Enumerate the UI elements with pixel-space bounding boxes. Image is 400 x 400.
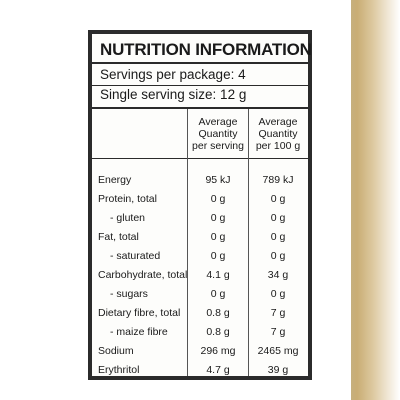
- nutrition-panel: NUTRITION INFORMATION Servings per packa…: [88, 30, 312, 380]
- row-label: - sugars: [110, 288, 148, 300]
- row-value-per-serving: 0 g: [210, 288, 226, 300]
- row-value-per-100g: 0 g: [270, 250, 286, 262]
- row-label: Dietary fibre, total: [98, 307, 181, 319]
- row-value-per-serving: 0 g: [210, 250, 226, 262]
- panel-title: NUTRITION INFORMATION: [100, 40, 312, 59]
- row-label: Fat, total: [98, 231, 139, 243]
- row-value-per-serving: 0 g: [210, 193, 226, 205]
- table-row: Erythritol 4.7 g 39 g: [92, 360, 308, 379]
- table-row: Dietary fibre, total 0.8 g 7 g: [92, 303, 308, 322]
- row-label: Protein, total: [98, 193, 157, 205]
- row-value-per-serving: 4.1 g: [206, 269, 230, 281]
- row-label: Erythritol: [98, 364, 140, 376]
- table-row: Carbohydrate, total 4.1 g 34 g: [92, 265, 308, 284]
- row-value-per-100g: 7 g: [270, 326, 286, 338]
- row-value-per-100g: 789 kJ: [262, 174, 294, 186]
- column-divider-right: [248, 109, 249, 376]
- table-row: Protein, total 0 g 0 g: [92, 189, 308, 208]
- serving-size: Single serving size: 12 g: [100, 87, 247, 102]
- row-value-per-100g: 0 g: [270, 288, 286, 300]
- table-row: - saturated 0 g 0 g: [92, 246, 308, 265]
- row-value-per-100g: 0 g: [270, 193, 286, 205]
- row-value-per-serving: 296 mg: [200, 345, 236, 357]
- row-value-per-100g: 0 g: [270, 231, 286, 243]
- table-row: - maize fibre 0.8 g 7 g: [92, 322, 308, 341]
- package-gold-edge: [351, 0, 400, 400]
- row-value-per-serving: 95 kJ: [205, 174, 231, 186]
- servings-per-package: Servings per package: 4: [100, 67, 246, 82]
- column-header-per-serving: Average Quantity per serving: [192, 116, 244, 152]
- row-label: - gluten: [110, 212, 146, 224]
- title-divider: [92, 62, 308, 64]
- table-row: - sugars 0 g 0 g: [92, 284, 308, 303]
- row-value-per-serving: 4.7 g: [206, 364, 230, 376]
- servings-divider: [92, 85, 308, 86]
- row-value-per-100g: 0 g: [270, 212, 286, 224]
- row-value-per-serving: 0 g: [210, 231, 226, 243]
- table-row: - gluten 0 g 0 g: [92, 208, 308, 227]
- row-value-per-serving: 0.8 g: [206, 326, 230, 338]
- row-value-per-serving: 0 g: [210, 212, 226, 224]
- row-label: - saturated: [110, 250, 161, 262]
- row-value-per-100g: 2465 mg: [257, 345, 299, 357]
- row-value-per-serving: 0.8 g: [206, 307, 230, 319]
- row-label: Sodium: [98, 345, 134, 357]
- row-value-per-100g: 7 g: [270, 307, 286, 319]
- table-row: Fat, total 0 g 0 g: [92, 227, 308, 246]
- row-label: Carbohydrate, total: [98, 269, 188, 281]
- row-label: - maize fibre: [110, 326, 168, 338]
- table-row: Sodium 296 mg 2465 mg: [92, 341, 308, 360]
- table-row: Energy 95 kJ 789 kJ: [92, 170, 308, 189]
- column-divider-left: [187, 109, 188, 376]
- column-header-divider: [92, 158, 308, 159]
- row-value-per-100g: 34 g: [267, 269, 289, 281]
- row-label: Energy: [98, 174, 132, 186]
- header-divider: [92, 107, 308, 109]
- row-value-per-100g: 39 g: [267, 364, 289, 376]
- column-header-per-100g: Average Quantity per 100 g: [255, 116, 301, 152]
